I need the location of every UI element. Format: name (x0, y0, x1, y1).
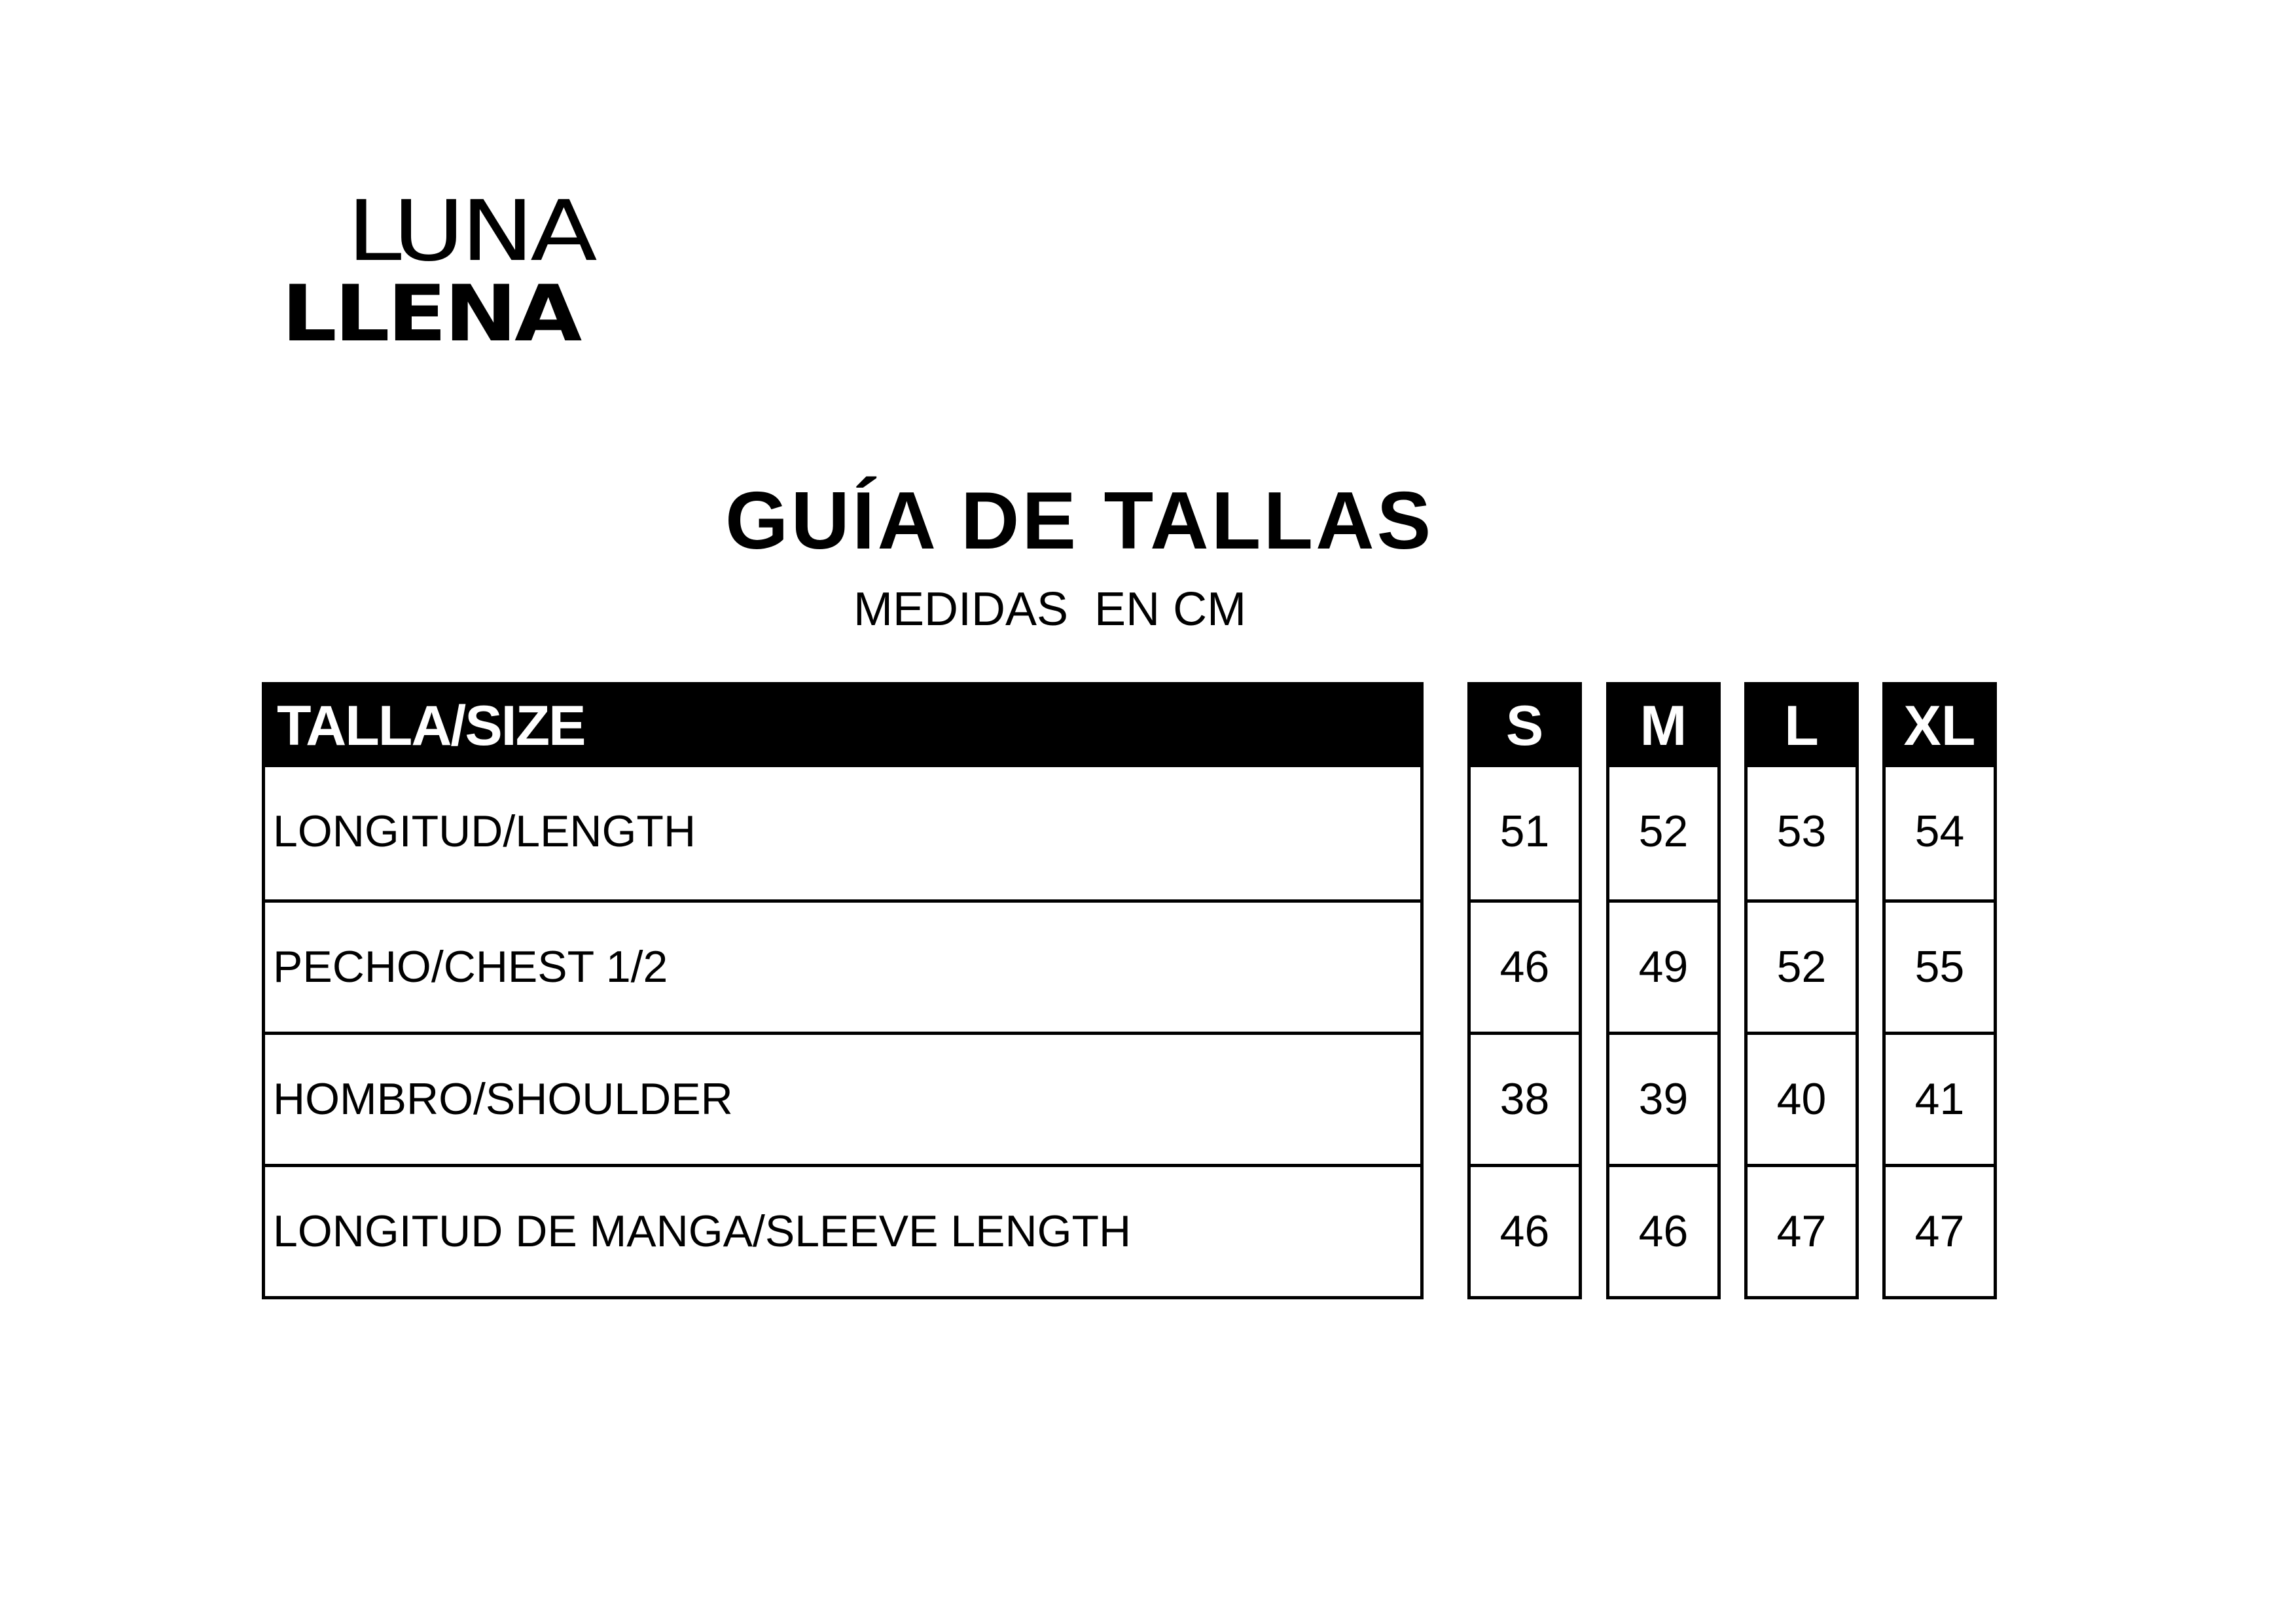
measurement-label: LONGITUD DE MANGA/SLEEVE LENGTH (265, 1164, 1420, 1296)
size-value: 51 (1499, 806, 1550, 856)
size-value: 46 (1471, 1164, 1579, 1296)
size-value: 38 (1471, 1032, 1579, 1164)
size-value: 52 (1638, 806, 1689, 856)
size-column-m: M 52 49 39 46 (1606, 682, 1721, 1299)
table-header-label: TALLA/SIZE (265, 685, 1420, 767)
size-value: 40 (1748, 1032, 1856, 1164)
size-value: 49 (1609, 899, 1717, 1032)
size-header: M (1609, 685, 1717, 767)
logo-line-2: LLENA (281, 268, 582, 359)
size-column-s: S 51 46 38 46 (1467, 682, 1582, 1299)
size-value: 55 (1886, 899, 1994, 1032)
size-column-xl: XL 54 55 41 47 (1882, 682, 1997, 1299)
size-header: L (1748, 685, 1856, 767)
measurement-label: HOMBRO/SHOULDER (265, 1032, 1420, 1164)
page-subtitle: MEDIDAS EN CM (853, 583, 1247, 636)
size-header: XL (1886, 685, 1994, 767)
size-value: 47 (1748, 1164, 1856, 1296)
size-value: 39 (1609, 1032, 1717, 1164)
size-value: 53 (1776, 806, 1827, 856)
measurement-label: LONGITUD/LENGTH (273, 806, 696, 856)
measurement-labels-table: TALLA/SIZE LONGITUD/LENGTH PECHO/CHEST 1… (262, 682, 1424, 1299)
measurement-label: PECHO/CHEST 1/2 (265, 899, 1420, 1032)
logo-line-1: LUNA (347, 183, 598, 280)
size-value: 46 (1471, 899, 1579, 1032)
size-column-l: L 53 52 40 47 (1744, 682, 1859, 1299)
size-value: 52 (1748, 899, 1856, 1032)
size-value: 41 (1886, 1032, 1994, 1164)
size-value: 54 (1914, 806, 1965, 856)
size-header: S (1471, 685, 1579, 767)
size-value: 46 (1609, 1164, 1717, 1296)
size-value: 47 (1886, 1164, 1994, 1296)
page-title: GUÍA DE TALLAS (725, 476, 1434, 566)
